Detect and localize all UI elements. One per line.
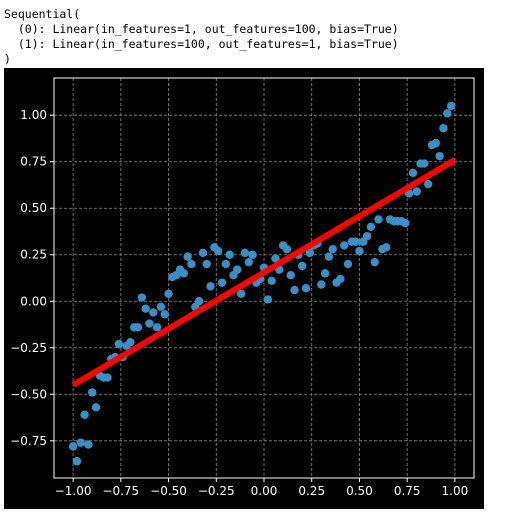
scatter-point-31 [187, 259, 196, 269]
scatter-point-93 [423, 179, 433, 189]
scatter-point-60 [297, 261, 307, 271]
scatter-point-23 [156, 302, 166, 312]
x-tick-label-8: 1.00 [442, 484, 469, 498]
scatter-point-0 [68, 442, 78, 451]
scatter-point-87 [401, 218, 410, 228]
scatter-point-43 [233, 265, 242, 274]
scatter-point-90 [412, 187, 421, 196]
scatter-point-67 [324, 252, 334, 261]
y-tick-label-1: −0.50 [10, 387, 47, 401]
scatter-point-17 [133, 323, 143, 332]
scatter-point-89 [408, 168, 418, 178]
scatter-point-62 [305, 248, 315, 258]
x-tick-label-2: −0.50 [150, 484, 187, 498]
fit-line [71, 157, 457, 388]
scatter-point-40 [221, 259, 231, 269]
scatter-point-38 [213, 246, 223, 256]
scatter-point-82 [381, 243, 391, 252]
y-tick-label-7: 1.00 [20, 108, 47, 122]
scatter-point-12 [114, 339, 124, 349]
x-tick-label-4: 0.00 [251, 484, 278, 498]
scatter-point-56 [282, 244, 292, 254]
scatter-point-65 [317, 280, 326, 289]
scatter-point-72 [343, 259, 353, 269]
scatter-point-6 [91, 403, 101, 412]
scatter-point-25 [164, 289, 173, 299]
scatter-point-39 [217, 278, 227, 287]
y-tick-label-2: −0.25 [10, 341, 47, 355]
console-line-4: ) [4, 52, 11, 66]
scatter-point-95 [431, 138, 441, 148]
scatter-point-15 [126, 337, 135, 347]
console-line-2: (0): Linear(in_features=1, out_features=… [4, 22, 399, 36]
scatter-point-2 [76, 438, 85, 447]
scatter-point-47 [248, 250, 257, 259]
scatter-point-45 [240, 248, 250, 258]
scatter-point-21 [149, 308, 158, 317]
scatter-point-24 [160, 310, 169, 319]
scatter-point-5 [87, 388, 97, 397]
x-tick-label-3: −0.25 [198, 484, 235, 498]
scatter-point-57 [286, 271, 295, 280]
y-tick-label-0: −0.75 [10, 434, 47, 448]
scatter-point-22 [152, 323, 162, 332]
figure-canvas: −1.00 −0.75 −0.50 −0.25 0.00 0.25 0.50 0.75 1.00… [4, 68, 484, 509]
scatter-point-79 [370, 257, 379, 267]
y-tick-label-5: 0.50 [20, 201, 47, 215]
scatter-point-46 [244, 257, 253, 267]
scatter-point-29 [179, 269, 189, 278]
scatter-point-58 [290, 285, 299, 295]
console-output: Sequential( (0): Linear(in_features=1, o… [4, 7, 399, 67]
scatter-point-53 [271, 254, 280, 263]
scatter-point-99 [446, 101, 456, 111]
scatter-point-19 [141, 304, 150, 313]
scatter-point-66 [320, 269, 330, 278]
scatter-point-18 [137, 293, 147, 302]
scatter-point-77 [362, 231, 372, 241]
y-tick-label-4: 0.25 [20, 248, 47, 262]
x-tick-label-0: −1.00 [55, 484, 92, 498]
scatter-point-44 [236, 289, 246, 299]
scatter-point-75 [355, 246, 364, 256]
scatter-point-70 [336, 274, 345, 284]
scatter-point-36 [206, 282, 215, 291]
scatter-point-33 [194, 297, 204, 306]
scatter-point-3 [80, 410, 89, 419]
scatter-point-96 [435, 151, 444, 161]
scatter-point-20 [145, 319, 154, 328]
scatter-point-98 [443, 109, 452, 118]
scatter-point-34 [198, 248, 208, 258]
x-tick-label-5: 0.25 [298, 484, 325, 498]
y-tick-label-6: 0.75 [20, 155, 47, 169]
scatter-point-30 [183, 252, 192, 261]
scatter-point-1 [72, 457, 82, 466]
chart-plot: −1.00 −0.75 −0.50 −0.25 0.00 0.25 0.50 0.75 1.00… [10, 77, 475, 498]
scatter-point-80 [374, 215, 383, 224]
scatter-point-61 [301, 284, 311, 293]
scatter-point-97 [439, 124, 448, 133]
scatter-point-78 [366, 222, 376, 232]
scatter-point-4 [84, 440, 93, 449]
y-tick-label-3: 0.00 [20, 294, 47, 308]
x-tick-label-6: 0.50 [346, 484, 373, 498]
scatter-point-35 [202, 259, 211, 269]
scatter-point-92 [420, 159, 429, 168]
scatter-point-52 [267, 276, 276, 285]
scatter-point-74 [351, 237, 360, 246]
scatter-point-71 [339, 241, 349, 250]
x-tick-label-1: −0.75 [102, 484, 139, 498]
scatter-point-68 [328, 244, 337, 254]
scatter-point-41 [225, 250, 234, 259]
x-tick-label-7: 0.75 [394, 484, 421, 498]
scatter-point-9 [103, 373, 112, 382]
console-line-1: Sequential( [4, 7, 81, 21]
console-line-3: (1): Linear(in_features=100, out_feature… [4, 37, 399, 51]
scatter-point-51 [263, 295, 273, 304]
